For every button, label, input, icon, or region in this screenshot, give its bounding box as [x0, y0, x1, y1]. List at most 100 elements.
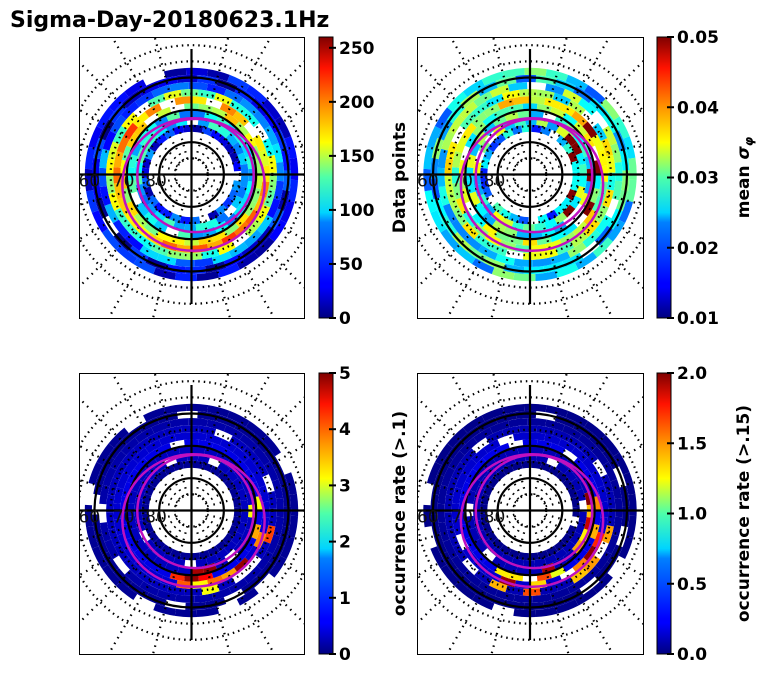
heatmap-bin	[480, 177, 490, 189]
heatmap-bin	[256, 550, 273, 571]
heatmap-bin	[86, 526, 99, 549]
heatmap-bin	[229, 150, 240, 163]
heatmap-bin	[215, 204, 228, 216]
heatmap-bin	[524, 403, 547, 413]
heatmap-bin	[571, 110, 588, 127]
heatmap-bin	[485, 93, 505, 108]
heatmap-bin	[261, 435, 281, 457]
heatmap-bin	[180, 425, 199, 433]
heatmap-bin	[271, 143, 284, 163]
dotted-mlt-spoke	[109, 523, 185, 652]
heatmap-bin	[607, 219, 626, 242]
heatmap-bin	[559, 231, 577, 246]
heatmap-bin	[258, 485, 270, 503]
lat-label-80: 80	[484, 508, 506, 528]
heatmap-bin	[486, 530, 498, 543]
heatmap-bin	[562, 558, 578, 573]
heatmap-bin	[575, 587, 598, 606]
heatmap-bin	[438, 186, 450, 206]
heatmap-bin	[107, 141, 120, 160]
heatmap-bin	[535, 606, 558, 618]
lat-label-60: 60	[417, 172, 439, 192]
heatmap-bin	[560, 532, 573, 545]
colorbar-tick-label: 100	[339, 201, 375, 221]
heatmap-bin	[469, 477, 482, 493]
heatmap-bin	[545, 419, 565, 432]
heatmap-bin	[536, 425, 555, 436]
heatmap-bin	[194, 593, 214, 603]
heatmap-bin	[188, 418, 208, 427]
heatmap-bin	[134, 91, 155, 108]
heatmap-bin	[195, 558, 208, 568]
heatmap-bin	[570, 478, 583, 492]
heatmap-bin	[261, 99, 281, 121]
heatmap-bin	[549, 229, 566, 243]
heatmap-bin	[466, 154, 477, 168]
heatmap-bin	[560, 196, 573, 209]
heatmap-bin	[614, 497, 623, 518]
heatmap-bin	[147, 530, 159, 543]
heatmap-bin	[289, 493, 299, 517]
dotted-mlt-spoke	[79, 181, 179, 241]
heatmap-bin	[555, 263, 579, 278]
heatmap-bin	[205, 554, 219, 565]
heatmap-bin	[123, 122, 139, 140]
heatmap-bin	[243, 200, 257, 217]
lat-label-70: 70	[451, 172, 473, 192]
dotted-mlt-spoke	[417, 521, 520, 626]
heatmap-bin	[461, 458, 477, 476]
heatmap-bin	[452, 182, 463, 200]
heatmap-bin	[502, 67, 525, 79]
heatmap-bin	[127, 490, 138, 504]
dotted-mlt-spoke	[153, 37, 189, 160]
dotted-mlt-spoke	[204, 444, 304, 504]
heatmap-bin	[112, 461, 128, 481]
heatmap-bin	[524, 67, 547, 77]
heatmap-bin	[99, 186, 112, 206]
heatmap-bin	[155, 442, 172, 456]
heatmap-bin	[243, 229, 263, 248]
heatmap-bin	[487, 476, 500, 489]
heatmap-bin	[575, 251, 598, 270]
heatmap-bin	[556, 135, 569, 147]
heatmap-bin	[540, 462, 552, 473]
heatmap-bin	[447, 91, 468, 112]
heatmap-bin	[255, 204, 271, 224]
heatmap-bin	[578, 175, 587, 188]
heatmap-bin	[440, 228, 460, 250]
heatmap-bin	[239, 175, 249, 188]
heatmap-bin	[217, 577, 236, 592]
heatmap-bin	[545, 83, 565, 96]
heatmap-bin	[446, 141, 458, 160]
heatmap-bin	[441, 130, 455, 151]
heatmap-bin	[231, 516, 241, 528]
dotted-mlt-spoke	[79, 517, 179, 577]
heatmap-bin	[234, 548, 250, 564]
dotted-mlt-spoke	[417, 177, 515, 206]
heatmap-bin	[169, 82, 189, 92]
heatmap-bin	[231, 531, 243, 545]
heatmap-bin	[135, 202, 149, 217]
heatmap-bin	[234, 121, 250, 137]
heatmap-bin	[584, 85, 606, 105]
heatmap-bin	[280, 536, 295, 559]
heatmap-bin	[544, 218, 558, 229]
heatmap-bin	[126, 536, 140, 553]
heatmap-bin	[448, 114, 465, 135]
heatmap-bin	[245, 85, 267, 105]
heatmap-bin	[240, 163, 249, 176]
heatmap-bin	[478, 581, 498, 597]
dotted-mlt-spoke	[540, 185, 643, 290]
axes-frame	[79, 373, 305, 655]
heatmap-bin	[155, 106, 172, 120]
heatmap-bin	[578, 163, 587, 176]
heatmap-bin	[548, 465, 561, 477]
heatmap-bin	[553, 548, 568, 561]
heatmap-bin	[130, 527, 142, 542]
heatmap-bin	[211, 251, 232, 265]
heatmap-bin	[227, 188, 239, 201]
heatmap-bin	[276, 161, 284, 182]
heatmap-bin	[469, 141, 482, 157]
dotted-mlt-spoke	[79, 521, 181, 625]
heatmap-bin	[544, 433, 562, 446]
